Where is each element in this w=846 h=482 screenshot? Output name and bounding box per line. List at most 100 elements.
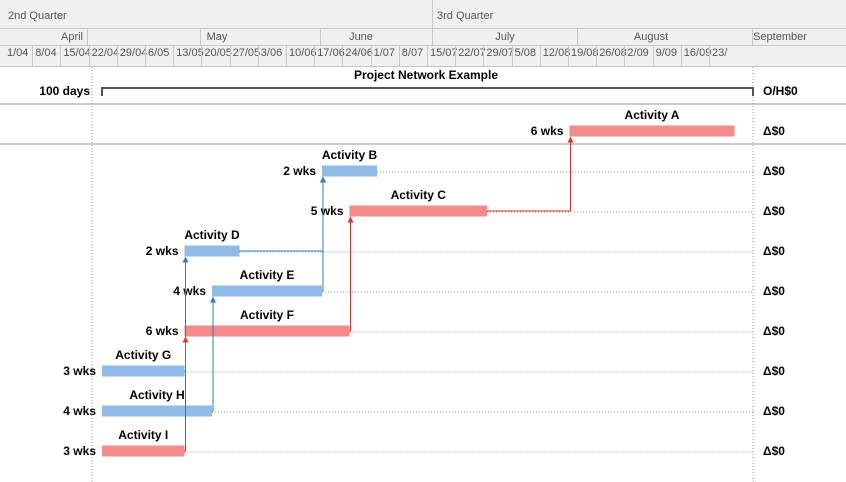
week-divider	[145, 46, 146, 66]
week-label: 15/07	[430, 47, 458, 59]
activity-name: Activity B	[322, 148, 378, 162]
week-divider	[568, 46, 569, 66]
week-divider	[88, 46, 90, 66]
week-divider	[511, 46, 513, 66]
week-label: 5/08	[514, 47, 537, 59]
month-label: July	[495, 31, 515, 43]
week-label: 15/04	[63, 47, 91, 59]
activity-bar	[349, 205, 487, 217]
activity-duration: 2 wks	[146, 244, 179, 258]
activity-cost: Δ$0	[763, 364, 785, 378]
activity-name: Activity C	[391, 188, 447, 202]
dependency-link	[239, 181, 324, 252]
week-divider	[455, 46, 457, 66]
week-label: 3/06	[260, 47, 283, 59]
activity-bar	[102, 405, 212, 417]
month-divider	[577, 29, 578, 46]
activity-duration: 6 wks	[146, 324, 179, 338]
activity-bar	[102, 445, 185, 457]
activity-duration: 2 wks	[283, 164, 316, 178]
activity-duration: 5 wks	[311, 204, 344, 218]
week-divider	[596, 46, 598, 66]
dependency-arrowhead	[320, 176, 326, 183]
week-label: 1/07	[373, 47, 396, 59]
month-divider	[87, 29, 88, 46]
activity-name: Activity A	[625, 108, 680, 122]
activity-duration: 4 wks	[63, 404, 96, 418]
timescale-header: 2nd Quarter 3rd Quarter April May June July Au…	[0, 0, 846, 67]
month-divider	[200, 29, 201, 46]
activity-cost: Δ$0	[763, 164, 785, 178]
week-label: 17/06	[317, 47, 345, 59]
activity-cost: Δ$0	[763, 444, 785, 458]
dependency-arrowhead	[567, 136, 574, 143]
week-label: 22/07	[458, 47, 486, 59]
activity-cost: Δ$0	[763, 324, 785, 338]
summary-duration: 100 days	[39, 84, 90, 98]
week-label: 9/09	[655, 47, 678, 59]
quarter-label: 2nd Quarter	[8, 10, 67, 22]
activity-cost: Δ$0	[763, 284, 785, 298]
activity-duration: 3 wks	[63, 364, 96, 378]
week-label: 27/05	[232, 47, 261, 59]
week-divider	[60, 46, 62, 66]
activity-cost: Δ$0	[763, 244, 785, 258]
week-label: 8/07	[401, 47, 424, 59]
week-label: 29/04	[119, 47, 148, 59]
month-label: August	[633, 31, 669, 43]
week-divider	[257, 46, 259, 66]
week-label: 24/06	[345, 47, 373, 59]
activity-bar	[212, 285, 322, 297]
week-label: 8/04	[35, 47, 57, 59]
activity-cost: Δ$0	[763, 204, 785, 218]
activity-name: Activity H	[129, 388, 184, 402]
dependency-link	[487, 141, 571, 212]
week-divider	[680, 46, 682, 66]
dependency-link	[349, 221, 351, 332]
activity-bar	[569, 125, 735, 137]
week-divider	[32, 46, 34, 66]
week-divider	[370, 46, 372, 66]
dependency-link	[212, 301, 214, 412]
activity-name: Activity I	[118, 428, 168, 442]
activity-name: Activity E	[240, 268, 295, 282]
week-label: 29/07	[486, 47, 514, 59]
activity-cost: Δ$0	[763, 124, 785, 138]
timescale-divider	[0, 45, 846, 46]
activity-duration: 4 wks	[173, 284, 206, 298]
activity-cost: Δ$0	[763, 404, 785, 418]
timescale-divider	[0, 28, 846, 29]
week-label: 6/05	[148, 47, 170, 59]
dependency-link	[184, 341, 186, 452]
week-label: 20/05	[204, 47, 232, 59]
week-label: 23/	[712, 47, 728, 59]
activity-name: Activity D	[184, 228, 240, 242]
week-divider	[173, 46, 175, 66]
week-divider	[201, 46, 203, 66]
week-divider	[652, 46, 654, 66]
summary-bracket	[101, 87, 754, 96]
week-label: 26/08	[599, 47, 627, 59]
week-label: 2/09	[627, 47, 649, 59]
week-label: 1/04	[7, 47, 29, 59]
activity-duration: 3 wks	[63, 444, 96, 458]
month-divider	[432, 29, 433, 46]
activity-bar	[322, 165, 377, 177]
week-divider	[286, 46, 287, 66]
week-label: 19/08	[571, 47, 599, 59]
activity-bar	[184, 245, 240, 257]
week-divider	[116, 46, 118, 66]
month-label: September	[753, 31, 807, 43]
quarter-label: 3rd Quarter	[437, 10, 494, 22]
week-label: 22/04	[91, 47, 120, 59]
week-label: 10/06	[289, 47, 317, 59]
month-label: April	[60, 31, 83, 43]
week-divider	[539, 46, 541, 66]
activity-duration: 6 wks	[531, 124, 564, 138]
dependency-arrowhead	[210, 296, 216, 303]
activity-name: Activity G	[115, 348, 171, 362]
month-label: May	[206, 31, 228, 43]
week-label: 12/08	[542, 47, 571, 59]
week-label: 13/05	[176, 47, 204, 59]
